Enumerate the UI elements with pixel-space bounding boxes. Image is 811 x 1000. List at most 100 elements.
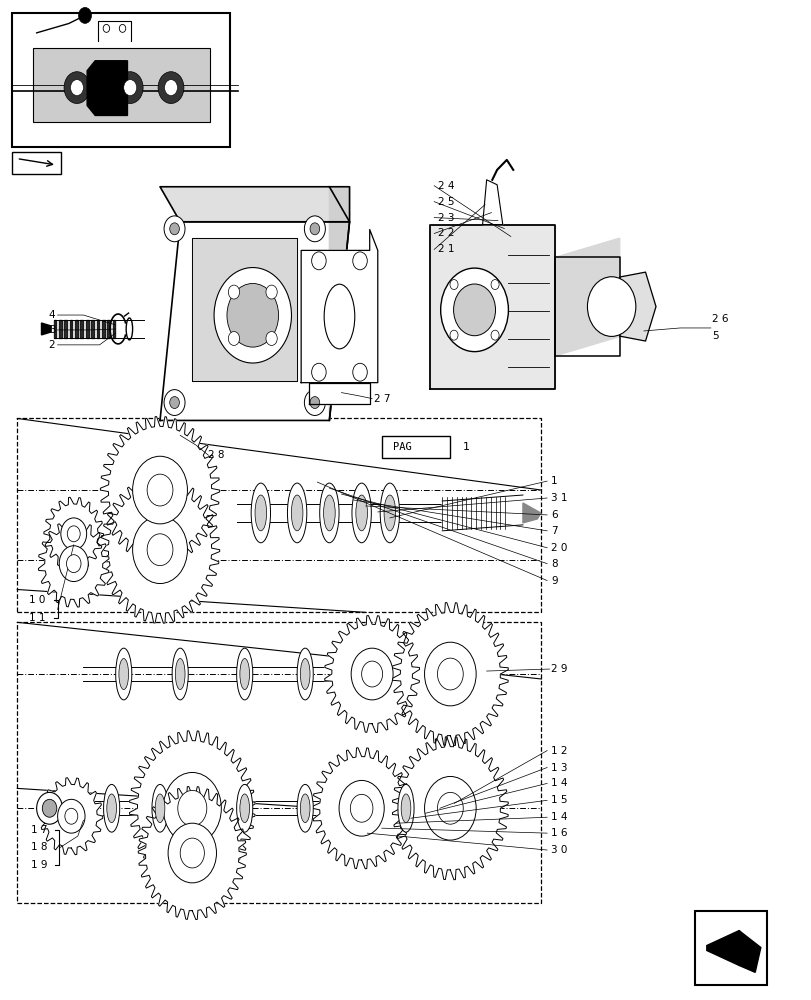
Text: 5: 5 xyxy=(711,331,719,341)
Circle shape xyxy=(119,24,126,32)
Ellipse shape xyxy=(351,483,371,543)
Circle shape xyxy=(437,658,463,690)
Ellipse shape xyxy=(384,495,395,531)
Ellipse shape xyxy=(236,648,252,700)
Circle shape xyxy=(79,7,92,23)
Bar xyxy=(12,152,61,174)
Ellipse shape xyxy=(251,483,270,543)
Polygon shape xyxy=(41,323,51,335)
Text: 1 1: 1 1 xyxy=(29,613,46,623)
Text: 1 4: 1 4 xyxy=(551,812,567,822)
Polygon shape xyxy=(54,320,56,338)
Polygon shape xyxy=(555,238,619,356)
Circle shape xyxy=(437,792,463,824)
Circle shape xyxy=(449,280,457,290)
Text: 6: 6 xyxy=(551,510,557,520)
Bar xyxy=(17,418,541,612)
Bar xyxy=(694,911,766,985)
Text: 9: 9 xyxy=(551,576,557,586)
Text: 1 5: 1 5 xyxy=(551,795,567,805)
Polygon shape xyxy=(97,320,99,338)
Ellipse shape xyxy=(297,648,313,700)
Circle shape xyxy=(180,838,204,868)
Circle shape xyxy=(65,808,78,824)
Text: 1 4: 1 4 xyxy=(551,778,567,788)
Circle shape xyxy=(59,546,88,582)
Circle shape xyxy=(339,780,384,836)
Polygon shape xyxy=(301,230,377,383)
Polygon shape xyxy=(75,320,78,338)
Circle shape xyxy=(147,534,173,566)
Ellipse shape xyxy=(287,483,307,543)
Text: 2 9: 2 9 xyxy=(551,664,567,674)
Polygon shape xyxy=(38,520,109,607)
Polygon shape xyxy=(101,417,220,564)
Polygon shape xyxy=(54,323,144,335)
Circle shape xyxy=(304,390,325,415)
Circle shape xyxy=(352,363,367,381)
Polygon shape xyxy=(86,320,88,338)
Circle shape xyxy=(58,799,85,833)
Ellipse shape xyxy=(236,784,252,832)
Polygon shape xyxy=(40,778,103,855)
Circle shape xyxy=(227,283,278,347)
Polygon shape xyxy=(113,320,115,338)
Bar xyxy=(17,622,541,903)
Ellipse shape xyxy=(104,784,119,832)
Circle shape xyxy=(424,776,475,840)
Polygon shape xyxy=(430,225,555,389)
Polygon shape xyxy=(312,748,410,869)
Polygon shape xyxy=(91,320,94,338)
Ellipse shape xyxy=(152,784,168,832)
Text: 1 6: 1 6 xyxy=(551,828,567,838)
Polygon shape xyxy=(236,506,522,520)
Text: 2 2: 2 2 xyxy=(438,228,454,238)
Text: 1 3: 1 3 xyxy=(551,763,567,773)
Circle shape xyxy=(164,216,185,242)
Circle shape xyxy=(310,223,320,235)
Text: 1 0: 1 0 xyxy=(29,595,45,605)
Circle shape xyxy=(352,252,367,270)
Circle shape xyxy=(491,280,499,290)
Bar xyxy=(381,436,450,458)
Circle shape xyxy=(132,456,187,524)
Circle shape xyxy=(67,526,80,542)
Polygon shape xyxy=(160,222,349,420)
Text: 2: 2 xyxy=(49,340,55,350)
Ellipse shape xyxy=(300,794,310,823)
Polygon shape xyxy=(619,272,655,341)
Circle shape xyxy=(71,80,84,96)
Ellipse shape xyxy=(118,659,128,690)
Text: 7: 7 xyxy=(551,526,557,536)
Polygon shape xyxy=(738,931,760,972)
Polygon shape xyxy=(309,383,369,404)
Text: PAG: PAG xyxy=(392,442,411,452)
Circle shape xyxy=(228,332,239,345)
Ellipse shape xyxy=(401,794,410,823)
Circle shape xyxy=(311,252,326,270)
Polygon shape xyxy=(80,320,83,338)
Text: 3: 3 xyxy=(49,325,55,335)
Circle shape xyxy=(61,518,87,550)
Polygon shape xyxy=(324,616,419,733)
Circle shape xyxy=(169,223,179,235)
Text: 2 4: 2 4 xyxy=(438,181,454,191)
Polygon shape xyxy=(138,787,246,920)
Text: 4: 4 xyxy=(49,310,55,320)
Circle shape xyxy=(266,332,277,345)
Ellipse shape xyxy=(239,659,249,690)
Polygon shape xyxy=(64,320,67,338)
Ellipse shape xyxy=(172,648,188,700)
Circle shape xyxy=(42,799,57,817)
Text: 2 6: 2 6 xyxy=(711,314,728,324)
Ellipse shape xyxy=(397,784,414,832)
Polygon shape xyxy=(101,476,220,623)
Text: 2 0: 2 0 xyxy=(551,543,567,553)
Ellipse shape xyxy=(107,794,116,823)
Ellipse shape xyxy=(255,495,266,531)
Circle shape xyxy=(178,790,207,826)
Polygon shape xyxy=(706,931,754,965)
Ellipse shape xyxy=(297,784,313,832)
Ellipse shape xyxy=(380,483,399,543)
Text: 1 9: 1 9 xyxy=(31,860,48,870)
